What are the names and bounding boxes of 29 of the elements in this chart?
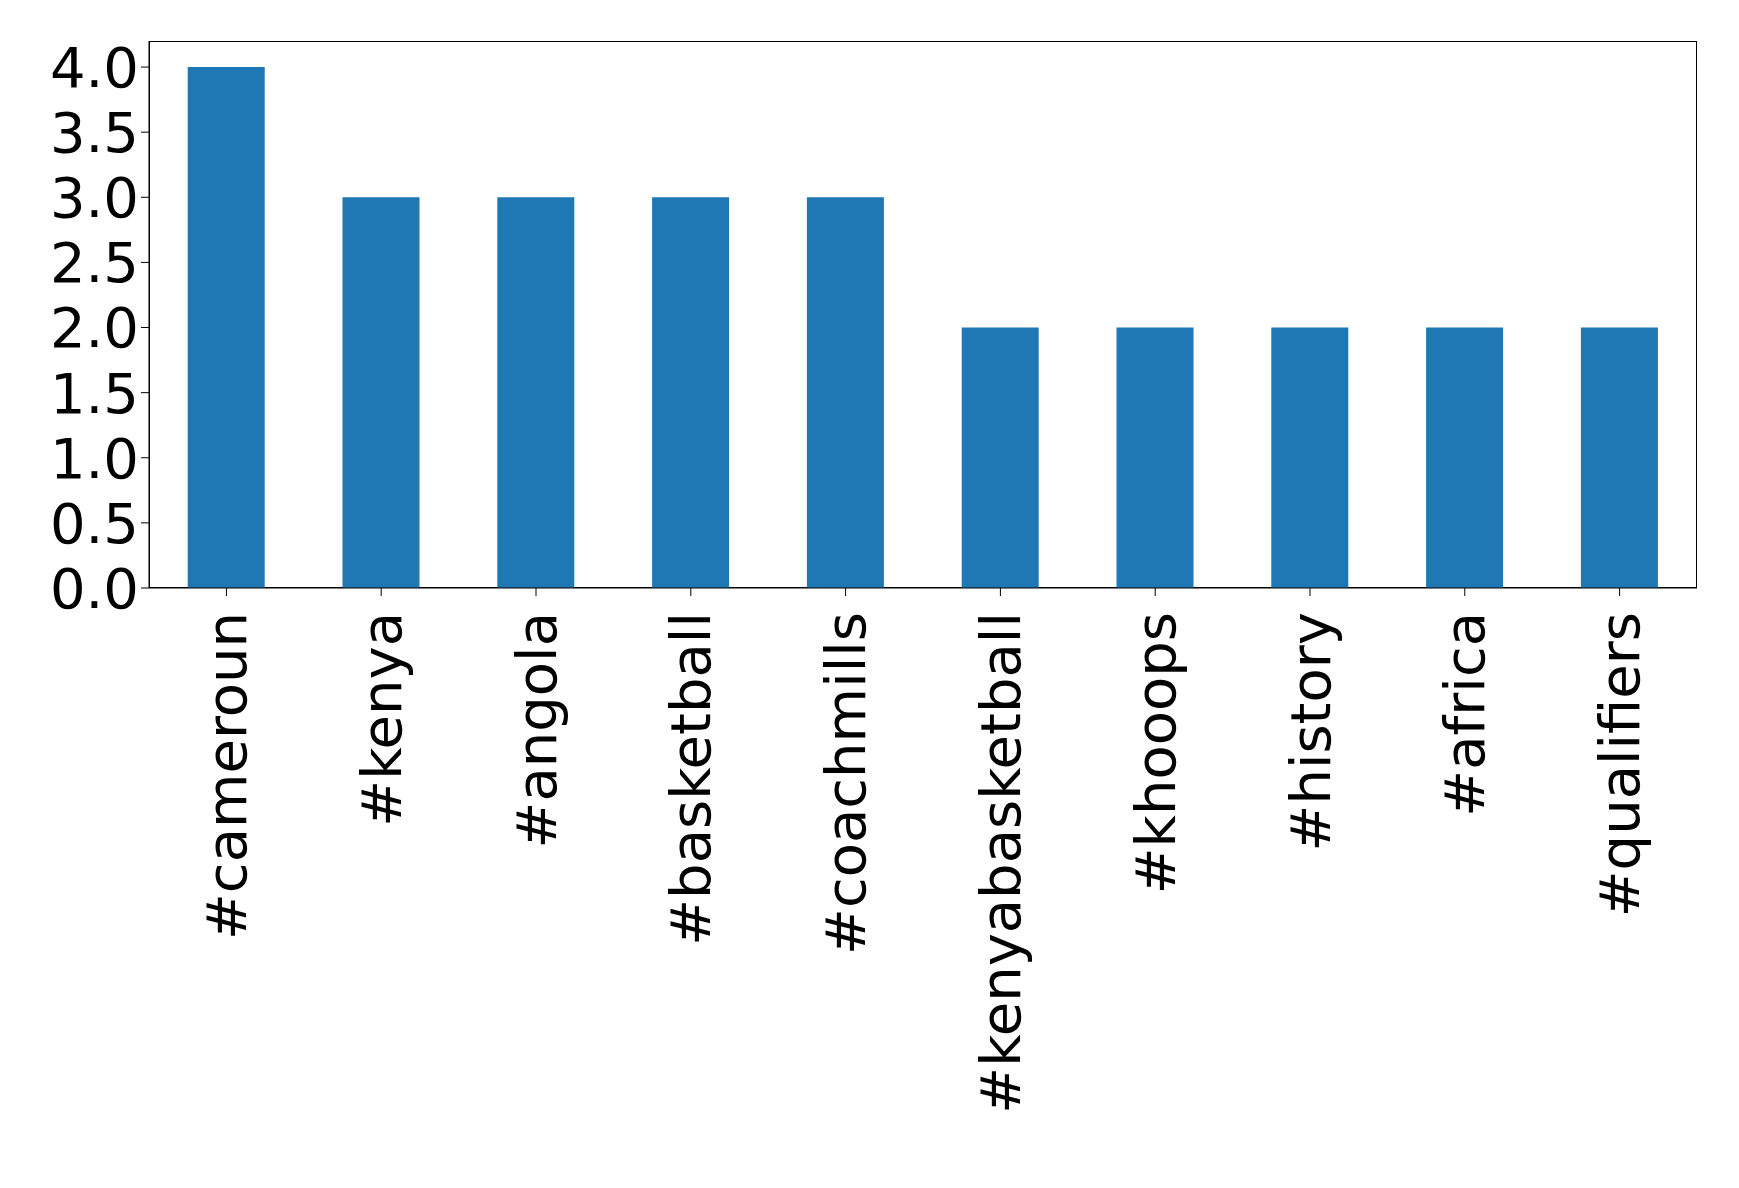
bar [1116,327,1194,588]
y-tick-label: 0.0 [49,555,139,621]
bar [652,197,730,588]
x-tick-label: #kenya [348,612,414,827]
x-tick-label: #angola [503,612,569,849]
bar [806,197,884,588]
x-tick-label: #cameroun [193,612,259,941]
x-tick-label: #qualifiers [1587,612,1653,918]
y-tick-label: 1.5 [49,360,139,426]
y-tick-label: 0.5 [49,490,139,556]
bar [961,327,1039,588]
y-tick-label: 1.0 [49,425,139,491]
bar [1580,327,1658,588]
bar [187,67,265,588]
bar [1271,327,1349,588]
bar [1426,327,1504,588]
y-tick-label: 3.0 [49,165,139,231]
x-tick-label: #coachmills [813,612,879,955]
y-tick-label: 2.5 [49,230,139,296]
y-tick-label: 4.0 [49,34,139,100]
y-tick-label: 2.0 [49,295,139,361]
bar [497,197,575,588]
x-tick-label: #khooops [1122,612,1188,895]
x-tick-label: #basketball [658,612,724,946]
x-tick-label: #kenyabasketball [967,612,1033,1114]
y-tick-label: 3.5 [49,100,139,166]
x-tick-label: #africa [1432,612,1498,817]
x-tick-label: #history [1277,612,1343,852]
bar [342,197,420,588]
